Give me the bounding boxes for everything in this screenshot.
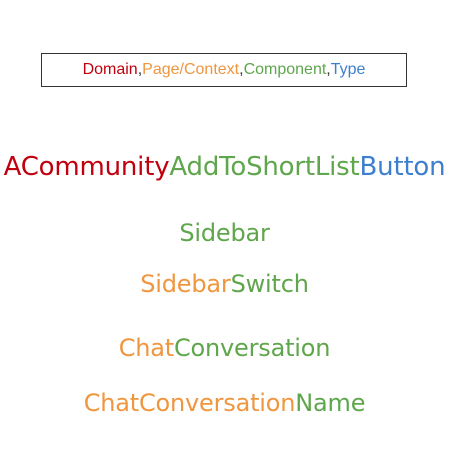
name-segment-component: Name	[295, 389, 366, 417]
name-segment-component: Switch	[230, 270, 309, 298]
legend-separator: ,	[239, 61, 244, 78]
name-segment-page: Sidebar	[140, 270, 231, 298]
legend-page-context: Page/Context	[142, 61, 240, 78]
name-segment-type: Button	[359, 152, 446, 182]
name-segment-component: AddToShortList	[169, 152, 360, 182]
legend-component: Component	[243, 61, 327, 78]
example-name-chat-conversation-name: ChatConversationName	[0, 389, 449, 417]
legend-box: Domain, Page/Context, Component, Type	[41, 53, 407, 87]
name-segment-domain: ACommunity	[3, 152, 170, 182]
legend-separator: ,	[326, 61, 331, 78]
name-segment-page: Chat	[118, 334, 174, 362]
example-name-chat-conversation: ChatConversation	[0, 334, 449, 362]
legend-domain: Domain	[82, 61, 138, 78]
example-name-acommunity-add-to-shortlist-button: ACommunityAddToShortListButton	[0, 152, 449, 182]
example-name-sidebar: Sidebar	[0, 219, 449, 247]
example-name-sidebar-switch: SidebarSwitch	[0, 270, 449, 298]
name-segment-component: Conversation	[174, 334, 331, 362]
legend-separator: ,	[137, 61, 143, 78]
name-segment-component: Sidebar	[179, 219, 270, 247]
legend-type: Type	[330, 61, 366, 78]
name-segment-page: ChatConversation	[83, 389, 296, 417]
